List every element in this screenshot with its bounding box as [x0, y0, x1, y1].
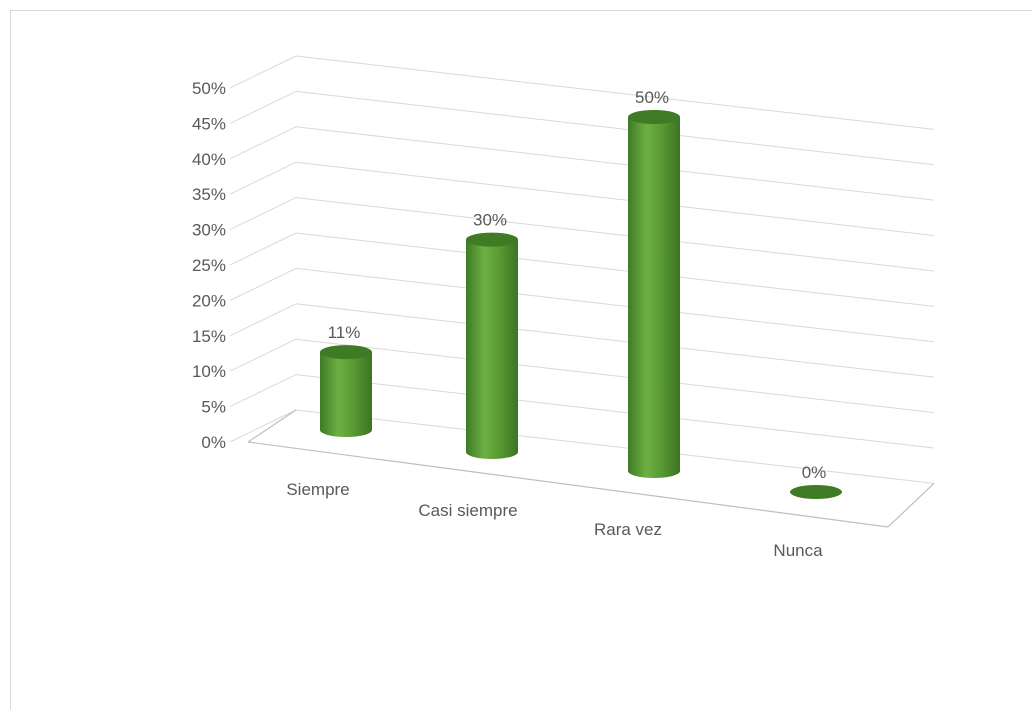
bar: [628, 117, 680, 478]
y-tick-label: 0%: [201, 433, 226, 452]
y-tick-label: 45%: [192, 114, 226, 133]
axes: [247, 409, 935, 528]
gridline-side: [229, 126, 297, 160]
data-label: 11%: [328, 323, 361, 342]
bar-top: [320, 345, 372, 360]
gridline: [295, 338, 935, 414]
y-tick-label: 25%: [192, 256, 226, 275]
bar-top: [466, 232, 518, 247]
floor-edge-right: [887, 482, 935, 528]
y-tick-label: 30%: [192, 221, 226, 240]
y-tick-label: 15%: [192, 327, 226, 346]
x-tick-label: Siempre: [286, 480, 349, 499]
gridline-side: [229, 232, 297, 266]
gridline-side: [229, 338, 297, 372]
data-label: 30%: [473, 211, 507, 230]
gridline: [295, 303, 935, 378]
y-tick-label: 40%: [192, 150, 226, 169]
gridline: [295, 197, 935, 272]
data-labels: 11% 30% 50% 0%: [328, 88, 827, 482]
y-tick-label: 35%: [192, 185, 226, 204]
data-label: 0%: [802, 463, 827, 482]
gridline-side: [229, 409, 297, 443]
y-tick-labels: 0% 5% 10% 15% 20% 25% 30% 35% 40% 45% 50%: [192, 79, 226, 452]
gridline-side: [229, 55, 297, 89]
bar-top: [628, 110, 680, 124]
x-tick-labels: Siempre Casi siempre Rara vez Nunca: [286, 480, 823, 560]
bar: [790, 485, 842, 499]
gridline-side: [229, 303, 297, 337]
floor-edge-left: [247, 409, 297, 443]
y-tick-label: 10%: [192, 362, 226, 381]
x-tick-label: Nunca: [773, 541, 823, 560]
gridline: [295, 55, 935, 130]
bar-chart: 0% 5% 10% 15% 20% 25% 30% 35% 40% 45% 50% Siempre C…: [192, 55, 935, 560]
gridline-side: [229, 197, 297, 231]
bar: [466, 239, 518, 459]
floor-edge-front: [247, 441, 889, 528]
gridline: [295, 409, 935, 484]
bar: [320, 352, 372, 437]
bars: [320, 110, 842, 499]
gridlines: [229, 55, 935, 484]
gridline-side: [229, 374, 297, 408]
gridline: [295, 232, 935, 307]
gridline-side: [229, 161, 297, 195]
gridline: [295, 126, 935, 201]
gridline: [295, 374, 935, 449]
x-tick-label: Rara vez: [594, 520, 662, 539]
y-tick-label: 20%: [192, 291, 226, 310]
chart-frame: [10, 10, 1032, 710]
gridline: [295, 90, 935, 166]
gridline: [295, 267, 935, 343]
y-tick-label: 50%: [192, 79, 226, 98]
gridline-side: [229, 267, 297, 301]
gridline: [295, 161, 935, 237]
gridline-side: [229, 90, 297, 124]
y-tick-label: 5%: [201, 398, 226, 417]
data-label: 50%: [635, 88, 669, 107]
x-tick-label: Casi siempre: [418, 501, 517, 520]
